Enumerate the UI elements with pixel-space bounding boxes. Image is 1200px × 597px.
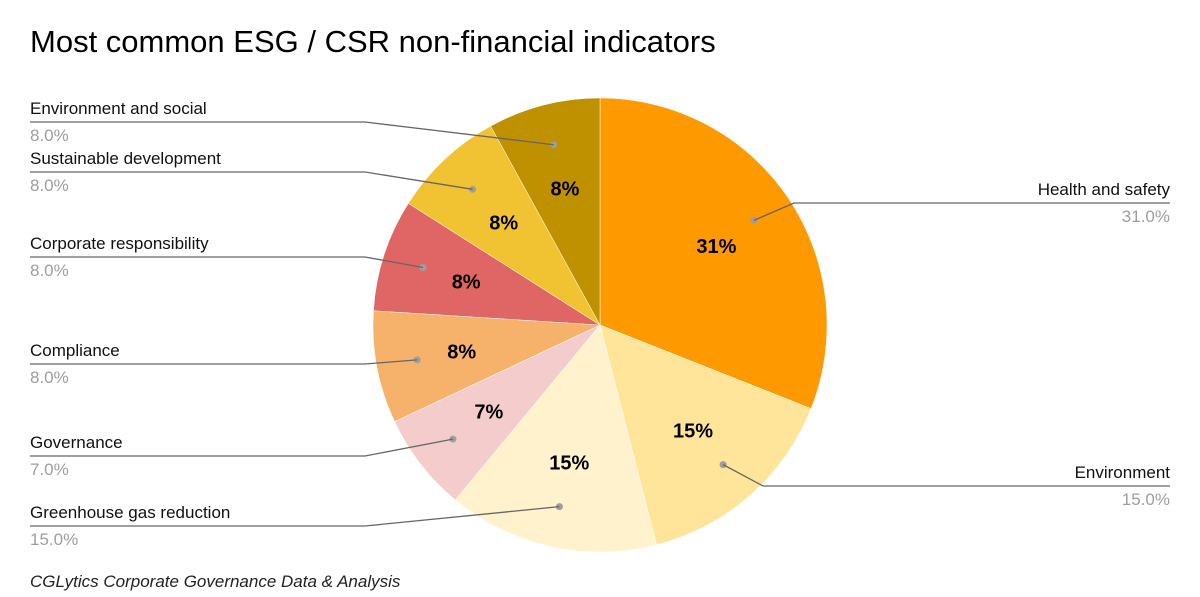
callout-name-environment-and-social: Environment and social (30, 99, 207, 118)
pie-slice-environment (599, 324, 812, 546)
callout-name-compliance: Compliance (30, 341, 120, 360)
callout-line-governance (30, 438, 454, 457)
chart-title: Most common ESG / CSR non-financial indi… (30, 24, 716, 59)
callout-value-greenhouse-gas-reduction: 15.0% (30, 530, 78, 549)
slice-label-health-and-safety: 31% (696, 236, 736, 258)
callout-value-sustainable-development: 8.0% (30, 176, 69, 195)
callout-name-governance: Governance (30, 433, 123, 452)
callout-value-environment-and-social: 8.0% (30, 126, 69, 145)
callout-value-health-and-safety: 31.0% (1122, 207, 1170, 226)
callout-name-environment: Environment (1075, 463, 1171, 482)
slice-label-environment-and-social: 8% (551, 179, 580, 201)
callout-line-health-and-safety (753, 202, 1170, 221)
callout-line-environment-and-social (30, 121, 554, 146)
callout-value-corporate-responsibility: 8.0% (30, 261, 69, 280)
callout-value-compliance: 8.0% (30, 368, 69, 387)
callout-name-corporate-responsibility: Corporate responsibility (30, 234, 209, 253)
callout-value-environment: 15.0% (1122, 490, 1170, 509)
slice-label-compliance: 8% (447, 341, 476, 363)
callout-line-environment (722, 464, 1170, 487)
callout-value-governance: 7.0% (30, 460, 69, 479)
callout-name-health-and-safety: Health and safety (1038, 180, 1171, 199)
slice-label-environment: 15% (673, 421, 713, 443)
pie-slice-environment-and-social (490, 97, 601, 326)
callout-line-sustainable-development (30, 171, 473, 190)
slice-label-governance: 7% (474, 401, 503, 423)
callout-line-greenhouse-gas-reduction (30, 506, 560, 527)
pie-slice-health-and-safety (599, 97, 828, 409)
callout-line-compliance (30, 359, 418, 365)
callout-line-corporate-responsibility (30, 256, 424, 269)
callout-name-sustainable-development: Sustainable development (30, 149, 221, 168)
slice-label-sustainable-development: 8% (489, 212, 518, 234)
slice-label-corporate-responsibility: 8% (452, 272, 481, 294)
pie-slice-compliance (372, 310, 601, 422)
pie-slice-corporate-responsibility (373, 203, 601, 326)
pie-slice-greenhouse-gas-reduction (454, 324, 657, 553)
chart-source: CGLytics Corporate Governance Data & Ana… (30, 572, 401, 591)
callout-name-greenhouse-gas-reduction: Greenhouse gas reduction (30, 503, 230, 522)
slice-label-greenhouse-gas-reduction: 15% (549, 452, 589, 474)
pie-slice-sustainable-development (407, 125, 601, 326)
